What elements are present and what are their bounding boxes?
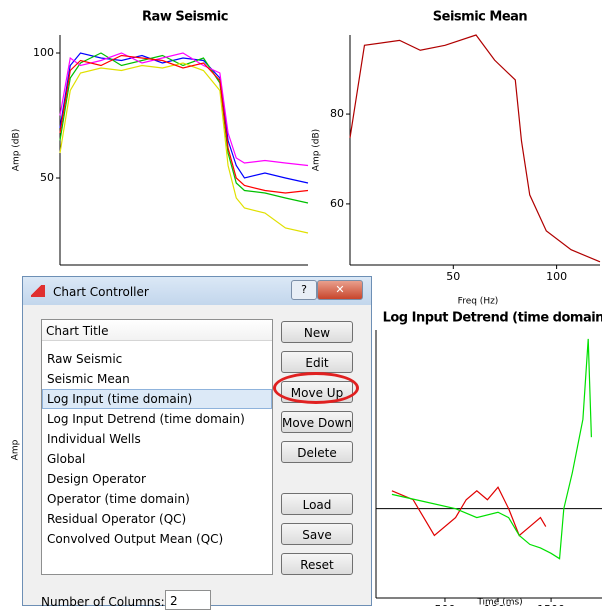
series-line [59,52,309,167]
columns-spinner[interactable]: 2 [165,590,211,610]
list-item[interactable]: Operator (time domain) [47,492,190,506]
button[interactable]: Move Down [281,411,353,433]
x-tick-label: 1000 [484,603,512,606]
button[interactable]: Reset [281,553,353,575]
chart-list: Chart Title Raw Seismic Seismic Mean Log I… [41,319,273,575]
x-tick-label: 100 [546,270,567,283]
button[interactable]: Edit [281,351,353,373]
series-line [391,338,592,560]
list-item[interactable]: Residual Operator (QC) [47,512,187,526]
button[interactable]: Delete [281,441,353,463]
list-item[interactable]: Raw Seismic [47,352,123,366]
dialog: Chart Controller ? ✕ Chart Title Raw Sei… [22,276,372,610]
series-line [59,54,309,194]
button[interactable]: Save [281,523,353,545]
y-axis-label: Amp [11,439,21,460]
button[interactable]: New [281,321,353,343]
chart-title: Log Input Detrend (time domain) [383,311,602,326]
list-item[interactable]: Individual Wells [47,432,141,446]
y-axis-label: Amp (dB) [312,129,322,171]
y-tick-label: 60 [330,197,344,210]
series-line [59,52,309,204]
list-item[interactable]: Design Operator [47,472,146,486]
columns-label: Number of Columns: [41,595,165,609]
title-bar: Chart Controller ? ✕ [23,277,371,305]
x-tick-label: 1500 [537,603,565,606]
series-line [59,62,309,234]
series-line [349,34,601,263]
list-items: Raw Seismic Seismic Mean Log Input (time d… [42,349,272,549]
y-axis-label: Amp (dB) [12,129,22,171]
chart-title: Seismic Mean [433,10,528,25]
highlight-ring [273,372,359,404]
series-line [59,52,309,184]
x-axis-label: Time (ms) [476,598,522,607]
y-tick-label: 80 [330,107,344,120]
x-tick-label: 500 [434,603,455,606]
list-item[interactable]: Seismic Mean [47,372,130,386]
series-line [391,486,547,537]
list-item[interactable]: Log Input Detrend (time domain) [47,412,245,426]
y-tick-label: 50 [40,171,54,184]
button[interactable]: Load [281,493,353,515]
list-header: Chart Title [42,320,272,341]
list-item[interactable]: Convolved Output Mean (QC) [47,532,224,546]
dialog-title: Chart Controller [53,285,149,299]
list-item[interactable]: Global [47,452,86,466]
list-item[interactable]: Log Input (time domain) [42,389,272,409]
x-tick-label: 50 [446,270,460,283]
y-tick-label: 100 [33,46,54,59]
app-icon [31,285,45,297]
close-button[interactable]: ✕ [317,280,363,300]
x-axis-label: Freq (Hz) [458,297,499,307]
help-button[interactable]: ? [291,280,317,300]
chart-title: Raw Seismic [142,10,228,25]
